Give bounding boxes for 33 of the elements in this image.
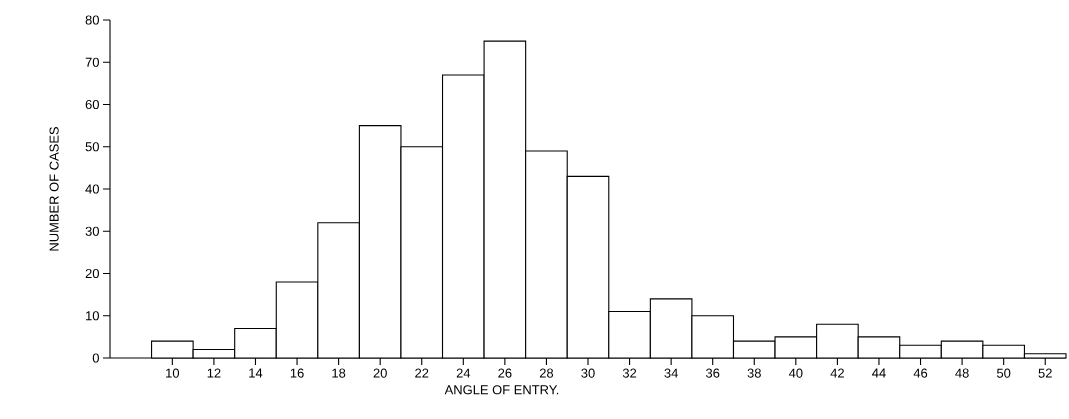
y-tick-label: 10 (86, 311, 99, 321)
x-tick-label: 24 (456, 368, 471, 378)
y-tick-label: 20 (85, 268, 99, 279)
x-tick-label: 22 (415, 368, 429, 378)
x-tick-label: 30 (581, 368, 595, 378)
x-tick-label: 14 (249, 368, 263, 378)
x-tick-label: 32 (622, 368, 637, 378)
x-tick-label: 44 (872, 368, 886, 378)
x-tick-label: 48 (955, 368, 969, 378)
x-tick-label: 38 (747, 368, 761, 378)
x-tick-label: 16 (290, 368, 304, 378)
y-tick-label: 70 (85, 57, 99, 67)
x-tick-label: 42 (830, 368, 844, 378)
x-tick-label: 28 (539, 368, 554, 378)
x-tick-label: 36 (706, 368, 720, 378)
y-tick-label: 0 (92, 353, 99, 363)
y-axis-title: NUMBER OF CASES (49, 127, 59, 251)
y-tick-label: 80 (85, 15, 99, 25)
x-axis-title: ANGLE OF ENTRY. (444, 385, 559, 395)
x-tick-label: 46 (913, 368, 928, 378)
y-tick-label: 60 (85, 99, 99, 110)
x-tick-label: 10 (166, 368, 180, 378)
y-tick-label: 50 (85, 142, 99, 152)
x-tick-label: 34 (664, 368, 678, 378)
x-tick-label: 40 (788, 368, 803, 378)
x-tick-label: 50 (996, 368, 1011, 378)
x-tick-label: 52 (1038, 368, 1052, 378)
x-tick-label: 20 (373, 368, 387, 378)
x-tick-label: 26 (498, 368, 512, 378)
x-tick-label: 18 (332, 368, 346, 378)
y-tick-label: 30 (85, 226, 99, 236)
x-tick-label: 12 (207, 368, 221, 378)
y-tick-label: 40 (85, 184, 99, 194)
